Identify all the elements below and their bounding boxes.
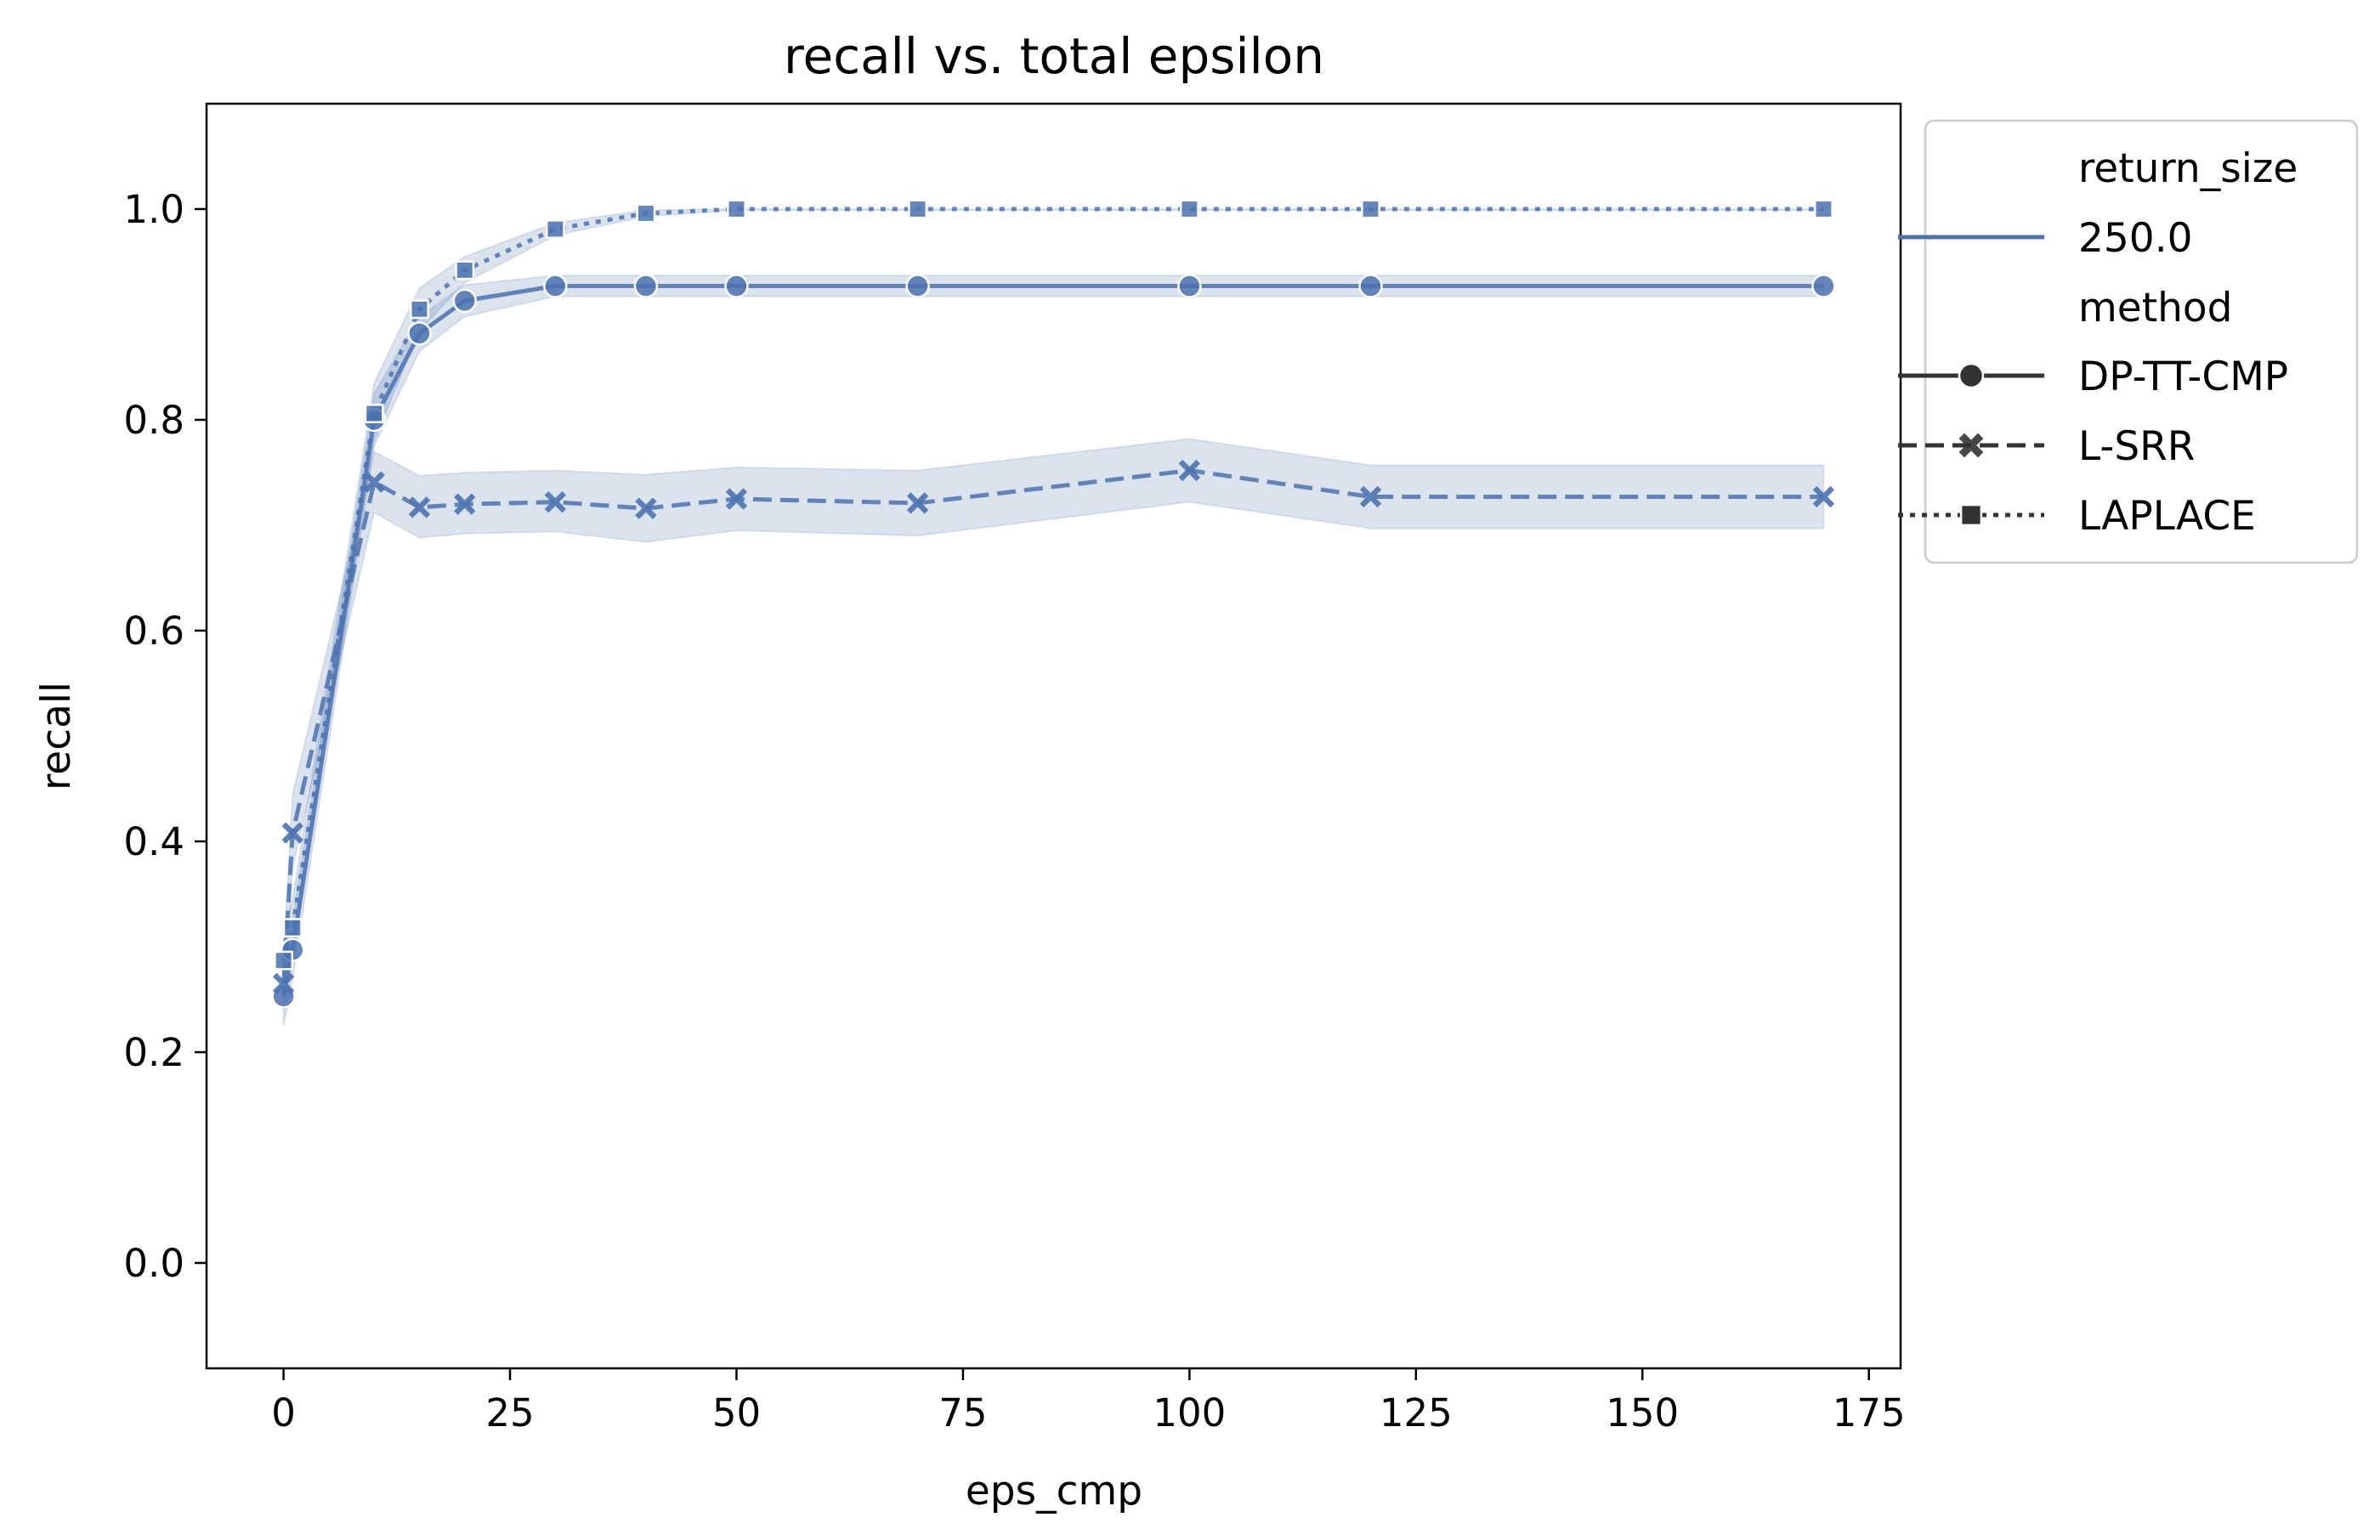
point-laplace	[274, 950, 294, 971]
point-l-srr	[363, 471, 385, 493]
point-l-srr	[1178, 459, 1201, 482]
legend-style-title: method	[2078, 285, 2233, 331]
y-axis-label: recall	[33, 682, 80, 790]
point-laplace	[1179, 199, 1199, 219]
legend-marker-l-srr	[1958, 433, 1984, 458]
point-dp-tt-cmp	[905, 274, 930, 298]
point-dp-tt-cmp	[1358, 274, 1383, 298]
y-axis-ticks: 0.0 0.2 0.4 0.6 0.8 1.0	[123, 187, 207, 1286]
series-markers	[271, 199, 1836, 1009]
legend-label-laplace: LAPLACE	[2078, 493, 2256, 540]
point-dp-tt-cmp	[407, 321, 432, 346]
point-dp-tt-cmp	[724, 274, 749, 298]
chart-title: recall vs. total epsilon	[784, 27, 1324, 85]
point-l-srr	[408, 496, 431, 518]
y-tick-label: 0.6	[123, 609, 184, 654]
point-dp-tt-cmp	[543, 274, 568, 298]
legend-hue-title: return_size	[2078, 145, 2298, 192]
x-axis-ticks: 0 25 50 75 100 125 150 175	[271, 1368, 1906, 1435]
legend-box	[1924, 119, 2359, 564]
x-tick-label: 0	[271, 1390, 296, 1435]
series-lines	[281, 207, 1824, 997]
plot-area	[205, 102, 1902, 1370]
legend-style-entries: DP-TT-CMP L-SRR LAPLACE	[1898, 354, 2288, 540]
point-laplace	[727, 199, 746, 219]
legend-label-dp-tt-cmp: DP-TT-CMP	[2078, 354, 2288, 400]
plot-frame	[205, 102, 1902, 1370]
point-dp-tt-cmp	[452, 288, 477, 314]
point-l-srr	[281, 822, 303, 844]
point-dp-tt-cmp	[633, 274, 659, 298]
point-laplace	[282, 918, 303, 938]
point-dp-tt-cmp	[1177, 274, 1202, 298]
y-tick-label: 0.2	[123, 1030, 184, 1075]
point-l-srr	[1359, 485, 1382, 508]
legend-marker-laplace	[1959, 503, 1983, 527]
x-tick-label: 50	[712, 1390, 761, 1435]
ci-band-l-srr	[282, 438, 1825, 1011]
y-tick-label: 0.0	[123, 1241, 184, 1286]
point-l-srr	[635, 497, 657, 519]
line-laplace	[281, 207, 1824, 961]
line-dp-tt-cmp	[281, 284, 1824, 997]
point-l-srr	[454, 493, 476, 515]
point-laplace	[455, 260, 475, 280]
point-dp-tt-cmp	[1811, 274, 1836, 298]
x-tick-label: 75	[938, 1390, 987, 1435]
point-l-srr	[906, 492, 929, 514]
point-laplace	[545, 219, 565, 240]
legend: return_size 250.0 method DP-TT-CMP L-SRR L…	[1898, 119, 2359, 564]
point-laplace	[1361, 199, 1380, 219]
x-tick-label: 125	[1380, 1390, 1453, 1435]
point-laplace	[908, 199, 928, 219]
point-laplace	[1813, 199, 1833, 219]
x-tick-label: 100	[1153, 1390, 1226, 1435]
y-tick-label: 1.0	[123, 187, 184, 232]
legend-hue-entry: 250.0	[2078, 215, 2193, 262]
point-l-srr	[725, 488, 748, 510]
point-laplace	[364, 404, 384, 424]
legend-label-l-srr: L-SRR	[2078, 423, 2195, 470]
point-laplace	[636, 203, 656, 224]
line-l-srr	[281, 468, 1824, 984]
y-tick-label: 0.8	[123, 398, 184, 443]
legend-marker-dp-tt-cmp	[1958, 362, 1985, 389]
point-l-srr	[1812, 485, 1835, 508]
x-tick-label: 175	[1833, 1390, 1906, 1435]
y-tick-label: 0.4	[123, 819, 184, 864]
x-tick-label: 150	[1606, 1390, 1679, 1435]
point-l-srr	[544, 491, 567, 513]
x-tick-label: 25	[485, 1390, 534, 1435]
x-axis-label: eps_cmp	[966, 1468, 1142, 1515]
point-laplace	[410, 299, 429, 320]
point-l-srr	[272, 972, 295, 995]
